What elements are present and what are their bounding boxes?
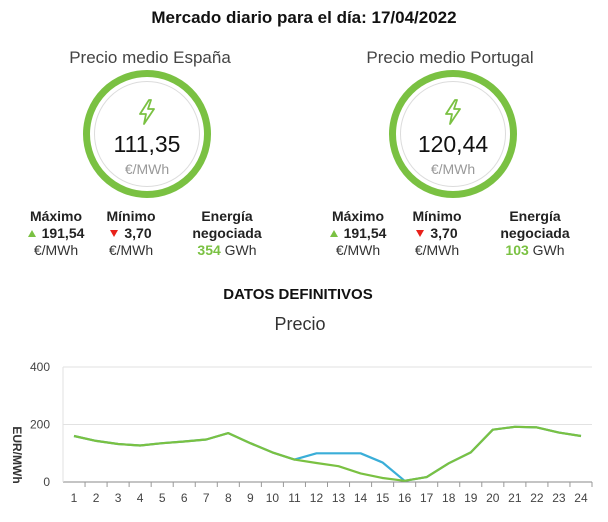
- triangle-up-icon: [27, 230, 36, 237]
- price-gauge: 111,35 €/MWh: [83, 70, 211, 198]
- x-tick-label: 12: [310, 491, 324, 505]
- x-tick-label: 7: [203, 491, 210, 505]
- triangle-down-icon: [416, 230, 425, 237]
- section-title: DATOS DEFINITIVOS: [223, 286, 373, 303]
- x-tick-label: 4: [137, 491, 144, 505]
- energy-unit: GWh: [532, 242, 565, 258]
- x-tick-label: 19: [464, 491, 478, 505]
- stat-minimum: Mínimo 3,70 €/MWh: [96, 208, 166, 259]
- x-tick-label: 5: [159, 491, 166, 505]
- x-tick-label: 6: [181, 491, 188, 505]
- stat-value: 3,70: [430, 225, 458, 241]
- energy-unit: GWh: [224, 242, 257, 258]
- y-axis-label: EUR/MWh: [10, 426, 24, 483]
- lightning-icon: [139, 99, 155, 125]
- x-tick-label: 24: [574, 491, 588, 505]
- stat-value: 191,54: [343, 225, 387, 241]
- chart-title: Precio: [274, 314, 326, 334]
- stat-label: Energía negociada: [500, 208, 570, 241]
- series-line-1: [73, 425, 582, 482]
- stat-unit: €/MWh: [108, 242, 154, 258]
- x-tick-label: 11: [288, 491, 301, 505]
- x-tick-label: 3: [115, 491, 122, 505]
- chart-lines: [73, 425, 582, 482]
- y-tick-label: 0: [43, 475, 50, 489]
- stat-minimum: Mínimo 3,70 €/MWh: [402, 208, 472, 259]
- stat-label: Mínimo: [412, 208, 462, 224]
- stat-unit: €/MWh: [335, 242, 381, 258]
- x-tick-label: 9: [247, 491, 254, 505]
- stat-label: Mínimo: [106, 208, 156, 224]
- stat-value: 191,54: [41, 225, 85, 241]
- x-tick-label: 17: [420, 491, 434, 505]
- x-tick-label: 2: [93, 491, 100, 505]
- stat-label: Máximo: [331, 208, 385, 224]
- stat-maximum: Máximo 191,54 €/MWh: [318, 208, 398, 259]
- market-title: Mercado diario para el día: 17/04/2022: [151, 8, 457, 27]
- stat-energy: Energía negociada 354 GWh: [172, 208, 282, 259]
- average-price-value: 111,35: [113, 131, 181, 157]
- panel-heading: Precio medio Portugal: [366, 48, 534, 67]
- series-line-0: [73, 425, 582, 482]
- x-tick-label: 10: [266, 491, 280, 505]
- stat-unit: €/MWh: [414, 242, 460, 258]
- lightning-icon: [445, 99, 461, 125]
- y-tick-label: 400: [30, 360, 50, 374]
- x-tick-label: 22: [530, 491, 544, 505]
- x-tick-label: 13: [332, 491, 346, 505]
- stat-label: Energía negociada: [192, 208, 262, 241]
- x-tick-label: 8: [225, 491, 232, 505]
- average-price-unit: €/MWh: [430, 161, 476, 177]
- triangle-up-icon: [329, 230, 338, 237]
- x-tick-label: 1: [71, 491, 78, 505]
- energy-value: 103: [505, 242, 529, 258]
- x-tick-label: 23: [552, 491, 566, 505]
- x-tick-label: 14: [354, 491, 368, 505]
- x-tick-label: 21: [508, 491, 522, 505]
- x-tick-label: 15: [376, 491, 390, 505]
- triangle-down-icon: [110, 230, 119, 237]
- energy-value: 354: [197, 242, 221, 258]
- average-price-value: 120,44: [417, 131, 489, 157]
- y-tick-label: 200: [30, 418, 50, 432]
- stat-value: 3,70: [124, 225, 152, 241]
- x-tick-label: 16: [398, 491, 412, 505]
- x-tick-label: 20: [486, 491, 500, 505]
- stat-maximum: Máximo 191,54 €/MWh: [16, 208, 96, 259]
- stat-label: Máximo: [29, 208, 83, 224]
- average-price-unit: €/MWh: [124, 161, 170, 177]
- panel-heading: Precio medio España: [69, 48, 231, 67]
- stat-energy: Energía negociada 103 GWh: [480, 208, 590, 259]
- stat-unit: €/MWh: [33, 242, 79, 258]
- price-gauge: 120,44 €/MWh: [389, 70, 517, 198]
- x-tick-label: 18: [442, 491, 456, 505]
